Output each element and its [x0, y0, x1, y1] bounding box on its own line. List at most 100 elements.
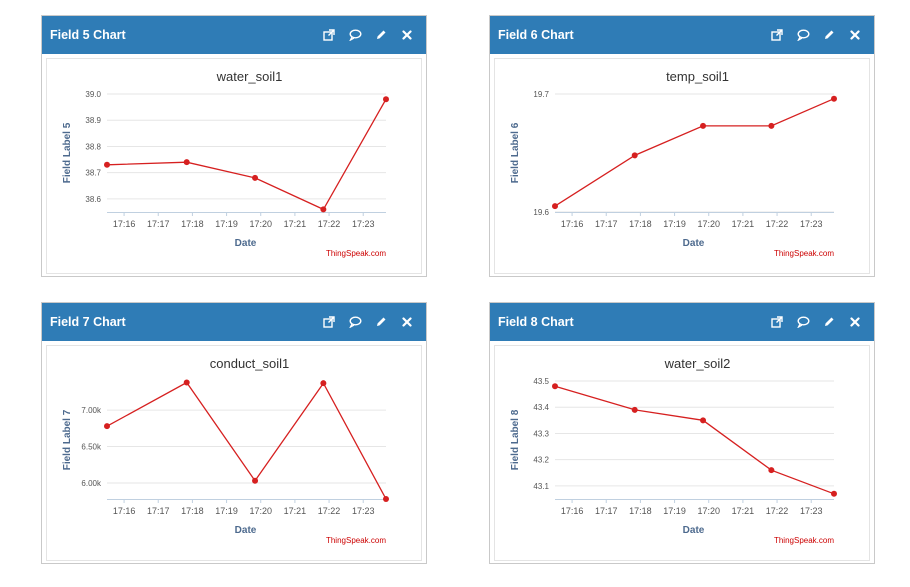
x-tick-label: 17:23	[800, 506, 823, 516]
panel-toolbar	[322, 315, 414, 329]
line-chart: conduct_soil1 7.00k 6.50k 6.00k 17:16 17:17 17…	[62, 356, 389, 545]
data-point	[383, 96, 389, 103]
x-axis-title: Date	[235, 525, 257, 536]
x-tick-label: 17:19	[215, 219, 238, 229]
x-tick-label: 17:22	[766, 219, 789, 229]
y-tick-label: 38.6	[85, 195, 101, 204]
y-tick-label: 39.0	[85, 90, 101, 99]
x-axis-title: Date	[235, 238, 257, 249]
line-chart: water_soil2 43.5 43.4 43.3 43.2 43.1 17:16 17:1…	[510, 356, 837, 545]
data-point	[552, 383, 558, 390]
series-line	[106, 381, 387, 500]
data-point	[552, 203, 558, 210]
external-link-icon[interactable]	[322, 28, 336, 42]
field-8-chart-panel: Field 8 Chart water_soil2 43.5 43.4 43.3 43.…	[489, 302, 875, 564]
pencil-icon[interactable]	[822, 315, 836, 329]
data-point	[631, 406, 638, 413]
data-point	[700, 122, 707, 129]
data-point	[631, 152, 638, 159]
x-tick-label: 17:20	[249, 219, 272, 229]
y-tick-label: 43.5	[533, 377, 549, 386]
y-tick-label: 43.4	[533, 403, 549, 412]
y-tick-label: 19.7	[533, 90, 549, 99]
chart-area: conduct_soil1 7.00k 6.50k 6.00k 17:16 17:17 17…	[46, 345, 422, 561]
chart-area: water_soil2 43.5 43.4 43.3 43.2 43.1 17:16 17:1…	[494, 345, 870, 561]
panel-title: Field 6 Chart	[498, 28, 574, 42]
thingspeak-credit: ThingSpeak.com	[774, 249, 834, 258]
x-axis-title: Date	[683, 525, 705, 536]
x-tick-label: 17:21	[732, 506, 755, 516]
y-axis-title: Field Label 7	[62, 409, 73, 470]
y-tick-label: 19.6	[533, 208, 549, 217]
chart-area: water_soil1 39.0 38.9 38.8 38.7 38.6 17:16 17:1…	[46, 58, 422, 274]
x-tick-label: 17:16	[113, 219, 136, 229]
data-point	[252, 477, 259, 484]
external-link-icon[interactable]	[322, 315, 336, 329]
panel-title: Field 5 Chart	[50, 28, 126, 42]
data-point	[320, 206, 327, 213]
pencil-icon[interactable]	[822, 28, 836, 42]
comment-icon[interactable]	[348, 28, 362, 42]
panel-header: Field 6 Chart	[490, 16, 874, 54]
data-point	[700, 417, 707, 424]
data-point	[183, 379, 190, 386]
close-icon[interactable]	[400, 28, 414, 42]
x-tick-label: 17:16	[561, 219, 584, 229]
x-tick-label: 17:22	[766, 506, 789, 516]
chart-area: temp_soil1 19.7 19.6 17:16 17:17 17:18 17:19 17…	[494, 58, 870, 274]
pencil-icon[interactable]	[374, 315, 388, 329]
close-icon[interactable]	[400, 315, 414, 329]
close-icon[interactable]	[848, 315, 862, 329]
data-point	[383, 496, 389, 502]
x-tick-label: 17:21	[284, 219, 307, 229]
y-tick-label: 43.2	[533, 456, 549, 465]
x-tick-label: 17:21	[732, 219, 755, 229]
series-line	[106, 98, 387, 211]
panel-title: Field 8 Chart	[498, 315, 574, 329]
comment-icon[interactable]	[348, 315, 362, 329]
external-link-icon[interactable]	[770, 28, 784, 42]
x-tick-label: 17:21	[284, 506, 307, 516]
x-tick-label: 17:18	[629, 219, 652, 229]
x-axis-title: Date	[683, 238, 705, 249]
line-chart: temp_soil1 19.7 19.6 17:16 17:17 17:18 17:19 17…	[510, 69, 837, 258]
pencil-icon[interactable]	[374, 28, 388, 42]
x-tick-label: 17:23	[800, 219, 823, 229]
panel-header: Field 8 Chart	[490, 303, 874, 341]
panel-title: Field 7 Chart	[50, 315, 126, 329]
thingspeak-credit: ThingSpeak.com	[326, 249, 386, 258]
y-tick-label: 6.00k	[81, 479, 102, 488]
chart-title: water_soil2	[664, 356, 731, 371]
panel-header: Field 5 Chart	[42, 16, 426, 54]
x-tick-label: 17:17	[595, 219, 618, 229]
x-tick-label: 17:19	[663, 506, 686, 516]
comment-icon[interactable]	[796, 28, 810, 42]
data-point	[831, 490, 837, 497]
data-point	[252, 174, 259, 181]
chart-title: temp_soil1	[666, 69, 729, 84]
thingspeak-credit: ThingSpeak.com	[326, 536, 386, 545]
y-axis-title: Field Label 5	[62, 122, 73, 183]
panel-toolbar	[322, 28, 414, 42]
x-tick-label: 17:20	[249, 506, 272, 516]
y-tick-label: 6.50k	[81, 443, 102, 452]
line-chart: water_soil1 39.0 38.9 38.8 38.7 38.6 17:16 17:1…	[62, 69, 389, 258]
x-tick-label: 17:22	[318, 506, 341, 516]
x-tick-label: 17:16	[561, 506, 584, 516]
x-tick-label: 17:20	[697, 506, 720, 516]
x-tick-label: 17:19	[215, 506, 238, 516]
field-5-chart-panel: Field 5 Chart water_soil1 39.0 38.9 38.8 38.…	[41, 15, 427, 277]
close-icon[interactable]	[848, 28, 862, 42]
series-line	[554, 385, 835, 495]
x-tick-label: 17:20	[697, 219, 720, 229]
comment-icon[interactable]	[796, 315, 810, 329]
x-tick-label: 17:16	[113, 506, 136, 516]
data-point	[104, 423, 110, 430]
y-tick-label: 43.1	[533, 482, 549, 491]
chart-title: water_soil1	[216, 69, 283, 84]
y-tick-label: 38.7	[85, 169, 101, 178]
external-link-icon[interactable]	[770, 315, 784, 329]
y-tick-label: 38.9	[85, 116, 101, 125]
panel-toolbar	[770, 315, 862, 329]
panel-header: Field 7 Chart	[42, 303, 426, 341]
